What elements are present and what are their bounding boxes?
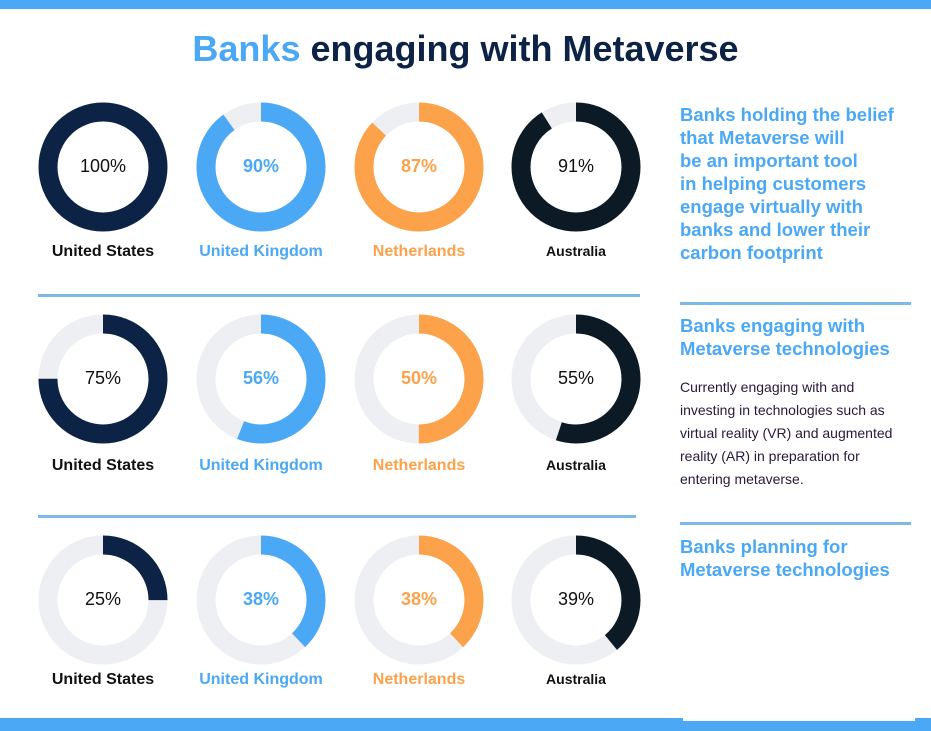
- donut-value-label: 39%: [557, 589, 595, 609]
- donut-arc-netherlands: [354, 314, 484, 444]
- sidebar-rule-1: [680, 302, 911, 305]
- donut-value-label: 87%: [400, 156, 438, 176]
- donut-arc-netherlands: [354, 535, 484, 665]
- donut-category-label: United States: [51, 457, 155, 474]
- page-title: Banks engaging with Metaverse: [0, 28, 931, 70]
- sidebar-heading-line: Metaverse technologies: [680, 559, 890, 580]
- donut-value-label: 50%: [400, 368, 438, 388]
- donut-value-label: 55%: [557, 368, 595, 388]
- sidebar-heading-line: banks and lower their: [680, 219, 871, 240]
- donut-value-label: 38%: [242, 589, 280, 609]
- donut-arc-united-kingdom: [196, 535, 326, 665]
- sidebar-heading-engaging: Banks engaging with Metaverse technologi…: [680, 314, 920, 360]
- donut-arc-netherlands: [354, 102, 484, 232]
- sidebar-description-line: reality (AR) in preparation for: [680, 448, 860, 464]
- donut-value-label: 100%: [79, 156, 127, 176]
- donut-category-label: Australia: [546, 243, 606, 259]
- row-divider-1: [38, 294, 640, 297]
- sidebar-rule-2: [680, 522, 911, 525]
- donut-value-label: 75%: [84, 368, 122, 388]
- donut-category-label: United Kingdom: [199, 671, 323, 688]
- donut-category-label: Netherlands: [372, 671, 466, 688]
- title-accent: Banks: [192, 28, 301, 69]
- donut-arc-australia: [511, 314, 641, 444]
- sidebar-heading-line: Banks planning for: [680, 536, 848, 557]
- sidebar-heading-planning: Banks planning for Metaverse technologie…: [680, 535, 920, 581]
- donut-category-label: Australia: [546, 671, 606, 687]
- donut-value-label: 91%: [557, 156, 595, 176]
- donut-category-label: Netherlands: [372, 243, 466, 260]
- bottom-bar-notch: [683, 718, 915, 721]
- sidebar-heading-line: Banks engaging with: [680, 315, 866, 336]
- donut-value-label: 90%: [242, 156, 280, 176]
- sidebar-heading-line: be an important tool: [680, 150, 858, 171]
- sidebar-heading-line: Metaverse technologies: [680, 338, 890, 359]
- sidebar-heading-line: in helping customers: [680, 173, 867, 194]
- donut-category-label: United States: [51, 671, 155, 688]
- top-accent-bar: [0, 0, 931, 9]
- donut-value-label: 56%: [242, 368, 280, 388]
- bottom-accent-bar: [0, 718, 931, 731]
- donut-category-label: Australia: [546, 457, 606, 473]
- donut-category-label: United Kingdom: [199, 457, 323, 474]
- donut-arc-united-states: [38, 314, 168, 444]
- sidebar-heading-belief: Banks holding the belief that Metaverse …: [680, 103, 920, 264]
- donut-arc-australia: [511, 102, 641, 232]
- sidebar-heading-line: Banks holding the belief: [680, 104, 894, 125]
- sidebar-description-line: investing in technologies such as: [680, 402, 885, 418]
- sidebar-description-line: Currently engaging with and: [680, 379, 855, 395]
- sidebar-heading-line: carbon footprint: [680, 242, 823, 263]
- sidebar-description-line: entering metaverse.: [680, 471, 804, 487]
- donut-category-label: United Kingdom: [199, 243, 323, 260]
- sidebar-heading-line: that Metaverse will: [680, 127, 845, 148]
- row-divider-2: [38, 515, 636, 518]
- donut-arc-united-states: [38, 102, 168, 232]
- donut-arc-australia: [511, 535, 641, 665]
- donut-value-label: 25%: [84, 589, 122, 609]
- sidebar-heading-line: engage virtually with: [680, 196, 863, 217]
- sidebar-description-line: virtual reality (VR) and augmented: [680, 425, 893, 441]
- donut-category-label: United States: [51, 243, 155, 260]
- donut-arc-united-kingdom: [196, 314, 326, 444]
- sidebar-description: Currently engaging with and investing in…: [680, 376, 920, 491]
- title-rest: engaging with Metaverse: [300, 28, 739, 69]
- donut-arc-united-states: [38, 535, 168, 665]
- donut-value-label: 38%: [400, 589, 438, 609]
- donut-arc-united-kingdom: [196, 102, 326, 232]
- donut-category-label: Netherlands: [372, 457, 466, 474]
